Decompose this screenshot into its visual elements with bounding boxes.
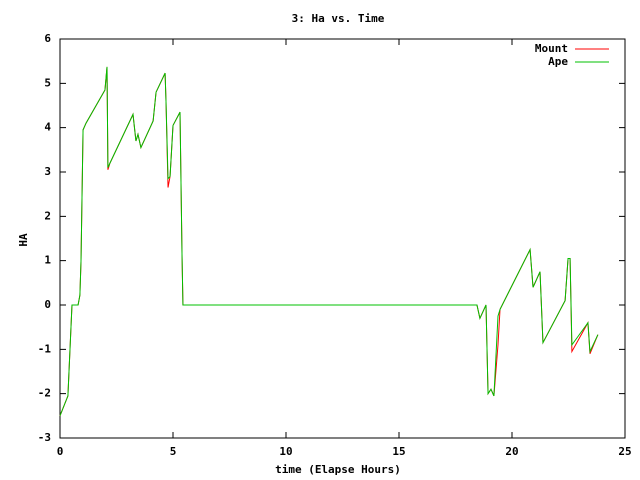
y-tick-label: 0 (44, 298, 51, 311)
series-line (59, 66, 599, 417)
y-tick-label: -2 (38, 387, 51, 400)
legend-label: Mount (535, 42, 568, 55)
y-tick-label: 2 (44, 209, 51, 222)
x-tick-label: 25 (618, 445, 631, 458)
y-tick-label: 1 (44, 254, 51, 267)
x-tick-label: 20 (505, 445, 518, 458)
y-tick-label: 3 (44, 165, 51, 178)
y-tick-label: 4 (44, 121, 51, 134)
x-tick-label: 5 (170, 445, 177, 458)
y-tick-label: -1 (38, 342, 52, 355)
series-line (59, 66, 599, 417)
plot-border (59, 38, 626, 439)
y-tick-label: 5 (44, 76, 51, 89)
chart-title: 3: Ha vs. Time (292, 12, 385, 25)
x-tick-label: 0 (57, 445, 64, 458)
y-axis-label: HA (17, 233, 30, 247)
legend-label: Ape (548, 55, 568, 68)
x-tick-label: 10 (279, 445, 292, 458)
x-tick-label: 15 (392, 445, 405, 458)
y-tick-label: 6 (44, 32, 51, 45)
y-tick-label: -3 (38, 431, 51, 444)
x-axis-label: time (Elapse Hours) (275, 463, 401, 476)
